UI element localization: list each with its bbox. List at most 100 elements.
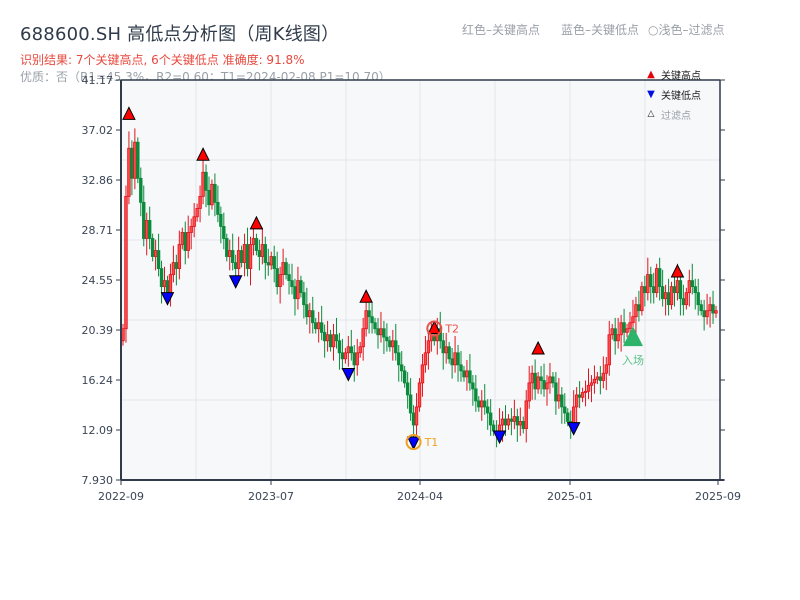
top-legend-faded: ○浅色–过滤点	[648, 23, 725, 37]
candle-down	[533, 372, 537, 390]
candle-down	[150, 238, 155, 257]
candle-up	[269, 256, 273, 266]
top-legend-red: 红色–关键高点	[462, 23, 541, 37]
candle-up	[619, 322, 623, 336]
candle-down	[462, 370, 466, 378]
candle-down	[456, 352, 460, 366]
candle-down	[563, 406, 567, 414]
candle-down	[660, 286, 665, 300]
candle-up	[524, 400, 528, 430]
candle-up	[708, 304, 712, 312]
candle-up	[530, 372, 534, 384]
candle-down	[314, 322, 318, 330]
candle-up	[610, 328, 614, 336]
y-tick-label: 32.86	[82, 174, 114, 187]
y-tick-label: 12.09	[82, 424, 114, 437]
candle-down	[485, 406, 490, 414]
candle-up	[379, 328, 383, 336]
candle-down	[311, 310, 315, 324]
candle-down	[130, 147, 134, 179]
candle-down	[577, 394, 582, 398]
legend-item-key-high: ▲ 关键高点	[645, 64, 701, 84]
result-summary: 识别结果: 7个关键高点, 6个关键低点 准确度: 91.8%	[20, 53, 305, 67]
candle-down	[219, 214, 223, 227]
t2-label: T2	[444, 323, 459, 336]
candle-up	[168, 274, 173, 294]
candle-up	[500, 418, 505, 426]
candle-up	[604, 364, 608, 374]
candle-up	[607, 334, 611, 366]
candle-down	[598, 376, 603, 381]
candle-down	[349, 346, 354, 354]
candle-up	[583, 390, 588, 393]
candle-down	[231, 250, 235, 263]
candle-up	[145, 220, 149, 239]
candle-down	[509, 418, 514, 422]
key-high-marker	[249, 215, 264, 230]
candle-up	[417, 382, 422, 408]
key-low-marker	[160, 292, 175, 306]
candle-up	[601, 372, 606, 381]
candle-down	[566, 412, 570, 422]
candle-down	[382, 328, 386, 338]
x-tick-label: 2025-01	[547, 490, 593, 503]
candle-down	[385, 336, 389, 342]
candle-down	[681, 298, 686, 306]
candle-up	[616, 334, 620, 342]
candle-down	[696, 292, 700, 306]
candle-down	[666, 292, 671, 306]
candle-down	[699, 304, 703, 312]
candle-down	[554, 382, 558, 402]
candle-up	[625, 328, 629, 333]
candle-down	[515, 416, 520, 426]
candle-up	[480, 400, 484, 408]
candle-down	[334, 334, 339, 342]
candle-down	[643, 286, 647, 294]
candle-up	[331, 334, 336, 348]
candle-up	[195, 207, 199, 218]
candle-down	[239, 250, 244, 263]
candle-up	[518, 420, 523, 426]
y-tick-label: 37.02	[82, 124, 114, 137]
candle-up	[453, 352, 457, 366]
key-high-marker	[359, 289, 373, 303]
candle-up	[127, 147, 131, 197]
triangle-outline-icon: △	[647, 109, 655, 119]
candle-up	[198, 195, 202, 209]
candle-up	[663, 292, 668, 300]
candle-down	[373, 322, 377, 330]
candle-up	[592, 378, 597, 384]
candle-down	[672, 286, 677, 294]
candle-up	[180, 232, 184, 245]
candle-up	[557, 394, 561, 402]
candle-down	[471, 382, 475, 390]
candle-up	[260, 244, 265, 257]
candle-up	[586, 384, 591, 392]
candle-down	[394, 340, 398, 354]
candle-down	[652, 286, 656, 294]
candle-down	[702, 310, 706, 318]
candle-down	[142, 201, 146, 239]
candle-up	[687, 280, 692, 294]
legend-label: 过滤点	[661, 110, 691, 122]
candle-up	[675, 280, 680, 294]
candle-down	[370, 316, 374, 324]
candle-up	[506, 418, 511, 426]
candle-down	[352, 352, 356, 366]
entry-label: 入场	[622, 353, 644, 367]
candle-up	[228, 250, 232, 257]
candle-down	[266, 262, 270, 266]
candle-up	[242, 244, 247, 263]
candle-up	[589, 382, 594, 386]
candle-up	[248, 244, 253, 269]
y-tick-label: 24.55	[82, 274, 114, 287]
candle-up	[358, 346, 362, 354]
candle-up	[121, 328, 125, 342]
key-low-marker	[566, 422, 581, 436]
candle-up	[669, 286, 674, 306]
t2-ring	[426, 320, 443, 337]
candle-down	[319, 322, 324, 333]
candle-up	[684, 292, 689, 306]
candle-down	[488, 412, 493, 426]
candle-down	[147, 220, 152, 239]
